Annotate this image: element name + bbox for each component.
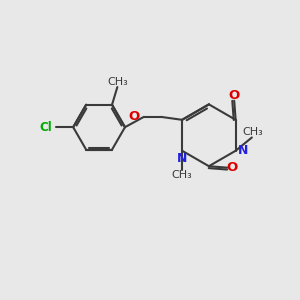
Text: Cl: Cl [40, 121, 52, 134]
Text: CH₃: CH₃ [242, 127, 263, 137]
Text: N: N [238, 144, 248, 157]
Text: N: N [177, 152, 187, 165]
Text: O: O [229, 89, 240, 102]
Text: O: O [227, 161, 238, 174]
Text: CH₃: CH₃ [107, 77, 128, 87]
Text: O: O [128, 110, 140, 123]
Text: CH₃: CH₃ [172, 170, 193, 180]
